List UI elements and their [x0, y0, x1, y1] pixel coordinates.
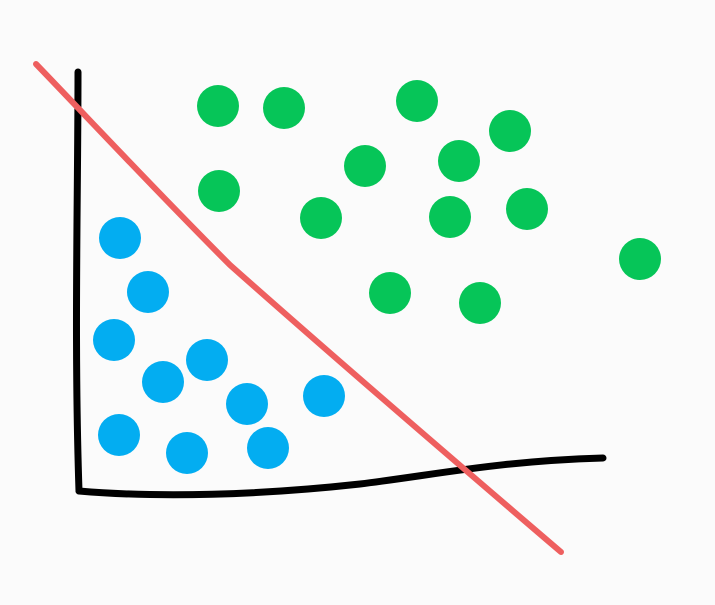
class-b-point-7 [198, 170, 240, 212]
class-b-point-4 [489, 110, 531, 152]
class-b-point-1 [197, 85, 239, 127]
class-b-point-12 [369, 272, 411, 314]
x-axis [75, 454, 607, 499]
class-b-point-11 [619, 238, 661, 280]
class-a-point-5 [142, 361, 184, 403]
class-a-point-7 [303, 375, 345, 417]
class-b-point-5 [344, 145, 386, 187]
class-b-point-6 [438, 140, 480, 182]
class-b-point-10 [506, 188, 548, 230]
class-b-point-9 [429, 196, 471, 238]
class-a-point-6 [226, 383, 268, 425]
class-a-point-4 [186, 339, 228, 381]
class-b-point-8 [300, 197, 342, 239]
class-b-point-13 [459, 282, 501, 324]
class-a-point-2 [127, 271, 169, 313]
y-axis [72, 68, 83, 495]
decision-boundary-line [33, 61, 564, 555]
class-a-point-8 [98, 414, 140, 456]
class-a-point-1 [99, 217, 141, 259]
class-b-points [197, 80, 661, 324]
class-a-point-9 [166, 432, 208, 474]
class-a-point-3 [93, 319, 135, 361]
class-a-point-10 [247, 427, 289, 469]
class-b-point-2 [263, 87, 305, 129]
class-a-points [93, 217, 345, 474]
class-b-point-3 [396, 80, 438, 122]
